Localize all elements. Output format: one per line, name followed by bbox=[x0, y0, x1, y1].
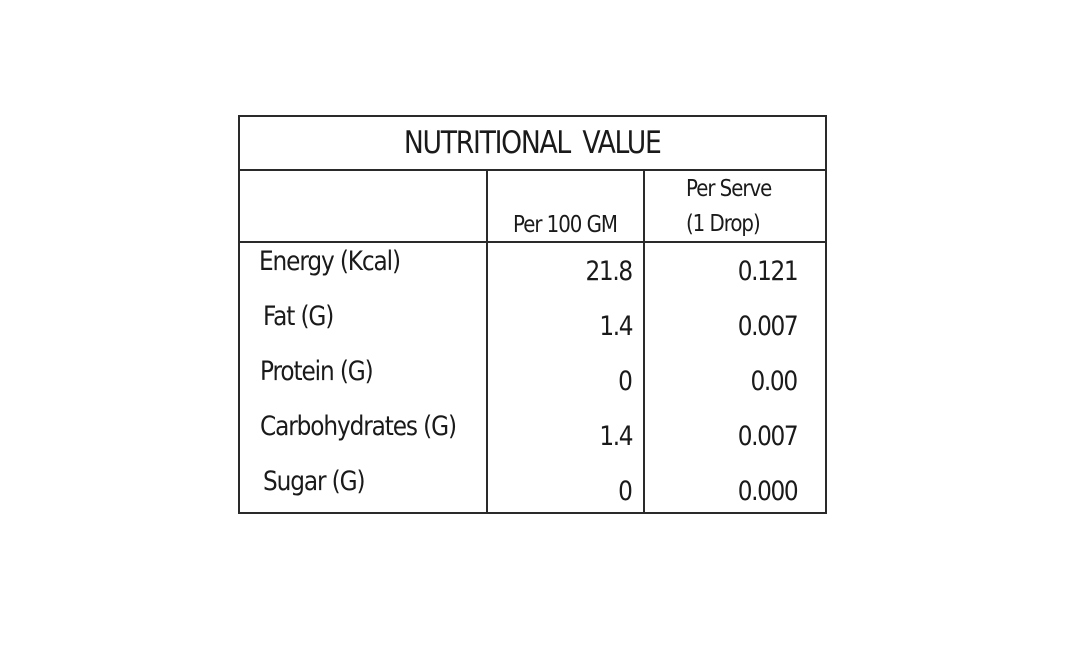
value-per-serve: 0.000 bbox=[737, 476, 798, 507]
value-per-serve: 0.00 bbox=[750, 366, 799, 397]
value-per-serve: 0.121 bbox=[737, 256, 798, 287]
column-divider bbox=[643, 171, 645, 512]
table-row: Fat (G) 1.4 0.007 bbox=[240, 298, 825, 353]
table-row: Sugar (G) 0 0.000 bbox=[240, 463, 825, 518]
value-per-100: 0 bbox=[618, 366, 634, 397]
value-per-100: 0 bbox=[618, 476, 634, 507]
table-row: Carbohydrates (G) 1.4 0.007 bbox=[240, 408, 825, 463]
table-title: NUTRITIONAL VALUE bbox=[404, 125, 662, 161]
column-divider bbox=[486, 171, 488, 512]
header-serve-size: (1 Drop) bbox=[686, 211, 761, 237]
value-per-serve: 0.007 bbox=[737, 311, 798, 342]
table-row: Energy (Kcal) 21.8 0.121 bbox=[240, 243, 825, 298]
value-per-100: 1.4 bbox=[599, 421, 633, 452]
table-row: Protein (G) 0 0.00 bbox=[240, 353, 825, 408]
row-label: Protein (G) bbox=[260, 356, 374, 387]
value-per-100: 1.4 bbox=[599, 311, 633, 342]
row-label: Carbohydrates (G) bbox=[260, 411, 457, 442]
nutrition-table: NUTRITIONAL VALUE Per 100 GM Per Serve (… bbox=[238, 115, 827, 514]
row-label: Sugar (G) bbox=[263, 466, 366, 497]
header-per-serve: Per Serve bbox=[686, 176, 772, 202]
table-title-row: NUTRITIONAL VALUE bbox=[240, 117, 825, 171]
value-per-serve: 0.007 bbox=[737, 421, 798, 452]
row-label: Fat (G) bbox=[263, 301, 334, 332]
row-label: Energy (Kcal) bbox=[259, 246, 401, 277]
value-per-100: 21.8 bbox=[585, 256, 634, 287]
table-header-row: Per 100 GM Per Serve (1 Drop) bbox=[240, 171, 825, 243]
header-per-100: Per 100 GM bbox=[513, 212, 618, 238]
